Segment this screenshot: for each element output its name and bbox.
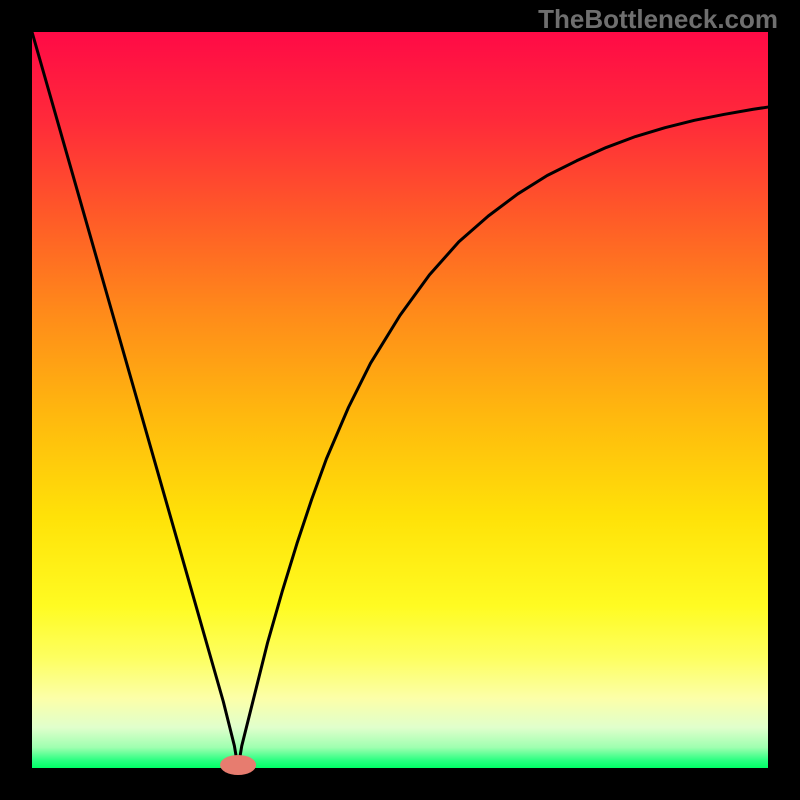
chart-container: TheBottleneck.com	[0, 0, 800, 800]
optimal-point-marker	[220, 755, 256, 775]
chart-background	[32, 32, 768, 768]
bottleneck-chart	[0, 0, 800, 800]
watermark-text: TheBottleneck.com	[538, 4, 778, 35]
